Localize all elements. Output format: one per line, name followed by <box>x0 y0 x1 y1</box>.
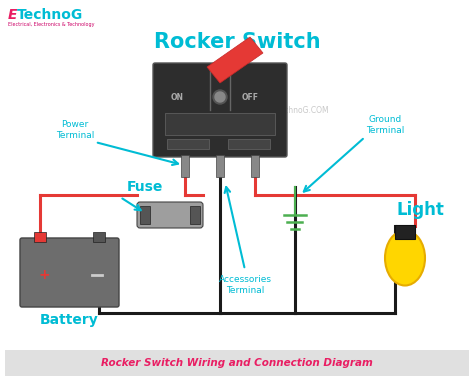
Bar <box>181 155 189 177</box>
Bar <box>34 232 46 242</box>
Bar <box>5 350 469 376</box>
Ellipse shape <box>385 231 425 285</box>
Text: Battery: Battery <box>40 313 99 327</box>
Text: +: + <box>38 268 50 282</box>
Bar <box>165 113 275 135</box>
Text: Light: Light <box>396 201 444 219</box>
Text: TechnoG: TechnoG <box>17 8 83 22</box>
Circle shape <box>213 90 227 104</box>
Text: www.ETechnoG.COM: www.ETechnoG.COM <box>251 106 329 115</box>
Text: Power
Terminal: Power Terminal <box>56 120 94 140</box>
Bar <box>93 232 105 242</box>
Bar <box>216 155 224 177</box>
Polygon shape <box>207 37 263 83</box>
Bar <box>228 139 270 149</box>
Text: Accessories
Terminal: Accessories Terminal <box>219 275 272 295</box>
Text: ON: ON <box>171 93 183 101</box>
Bar <box>190 206 200 224</box>
FancyBboxPatch shape <box>153 63 287 157</box>
Bar <box>140 206 150 224</box>
Text: Fuse: Fuse <box>127 180 163 194</box>
Text: Rocker Switch: Rocker Switch <box>154 32 320 52</box>
Circle shape <box>215 92 225 102</box>
Text: OFF: OFF <box>241 93 258 101</box>
Bar <box>251 155 259 177</box>
FancyBboxPatch shape <box>20 238 119 307</box>
FancyBboxPatch shape <box>137 202 203 228</box>
Bar <box>167 139 209 149</box>
Text: Rocker Switch Wiring and Connection Diagram: Rocker Switch Wiring and Connection Diag… <box>101 358 373 368</box>
Text: Ground
Terminal: Ground Terminal <box>366 115 404 135</box>
Bar <box>395 225 415 239</box>
Text: Electrical, Electronics & Technology: Electrical, Electronics & Technology <box>8 22 94 27</box>
Text: E: E <box>8 8 18 22</box>
